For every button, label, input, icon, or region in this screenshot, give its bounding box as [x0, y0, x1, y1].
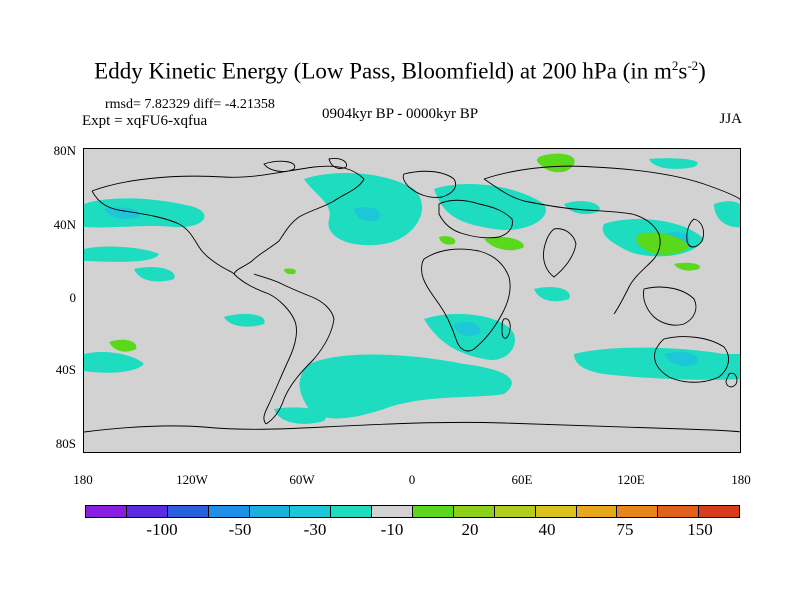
colorbar-cell — [494, 506, 536, 517]
colorbar-cell — [372, 506, 413, 517]
coastlines — [84, 158, 740, 433]
map-svg — [84, 149, 740, 452]
period-label: 0904kyr BP - 0000kyr BP — [321, 106, 479, 122]
colorbar-cell — [535, 506, 577, 517]
colorbar-tick-label: -30 — [303, 520, 327, 539]
positive-anomaly-regions — [109, 153, 700, 352]
lat-label: 40S — [55, 362, 76, 377]
experiment-label: Expt = xqFU6-xqfua — [82, 113, 208, 129]
lon-label: 60W — [289, 472, 315, 487]
colorbar — [85, 505, 740, 518]
negative-anomaly-regions — [84, 158, 740, 424]
lat-label: 0 — [69, 290, 77, 305]
lon-label: 120W — [176, 472, 208, 487]
colorbar-tick-label: 40 — [538, 520, 556, 539]
colorbar-cell — [167, 506, 209, 517]
colorbar-cell — [86, 506, 127, 517]
colorbar-tick-label: -100 — [146, 520, 178, 539]
colorbar-cell — [290, 506, 332, 517]
lon-label: 180 — [73, 472, 93, 487]
colorbar-cell — [126, 506, 168, 517]
colorbar-tick-label: 150 — [687, 520, 713, 539]
colorbar-cell — [208, 506, 250, 517]
lon-label: 120E — [617, 472, 645, 487]
lon-label: 180 — [731, 472, 751, 487]
colorbar-cell — [658, 506, 700, 517]
colorbar-cell — [699, 506, 739, 517]
lon-label: 0 — [408, 472, 416, 487]
map-panel — [83, 148, 741, 453]
lat-label: 80S — [55, 436, 76, 451]
lat-label: 80N — [53, 143, 76, 158]
colorbar-cell — [413, 506, 454, 517]
colorbar-cell — [617, 506, 659, 517]
colorbar-tick-label: -50 — [228, 520, 252, 539]
stats-text: rmsd= 7.82329 diff= -4.21358 — [105, 97, 275, 112]
colorbar-tick-label: 75 — [616, 520, 634, 539]
colorbar-cell — [453, 506, 495, 517]
colorbar-tick-label: -10 — [380, 520, 404, 539]
page-title: Eddy Kinetic Energy (Low Pass, Bloomfiel… — [94, 58, 706, 84]
colorbar-cell — [331, 506, 373, 517]
season-label: JJA — [719, 111, 742, 127]
colorbar-cell — [576, 506, 618, 517]
colorbar-tick-label: 20 — [461, 520, 479, 539]
lon-label: 60E — [511, 472, 533, 487]
lat-label: 40N — [53, 217, 76, 232]
colorbar-cell — [249, 506, 291, 517]
